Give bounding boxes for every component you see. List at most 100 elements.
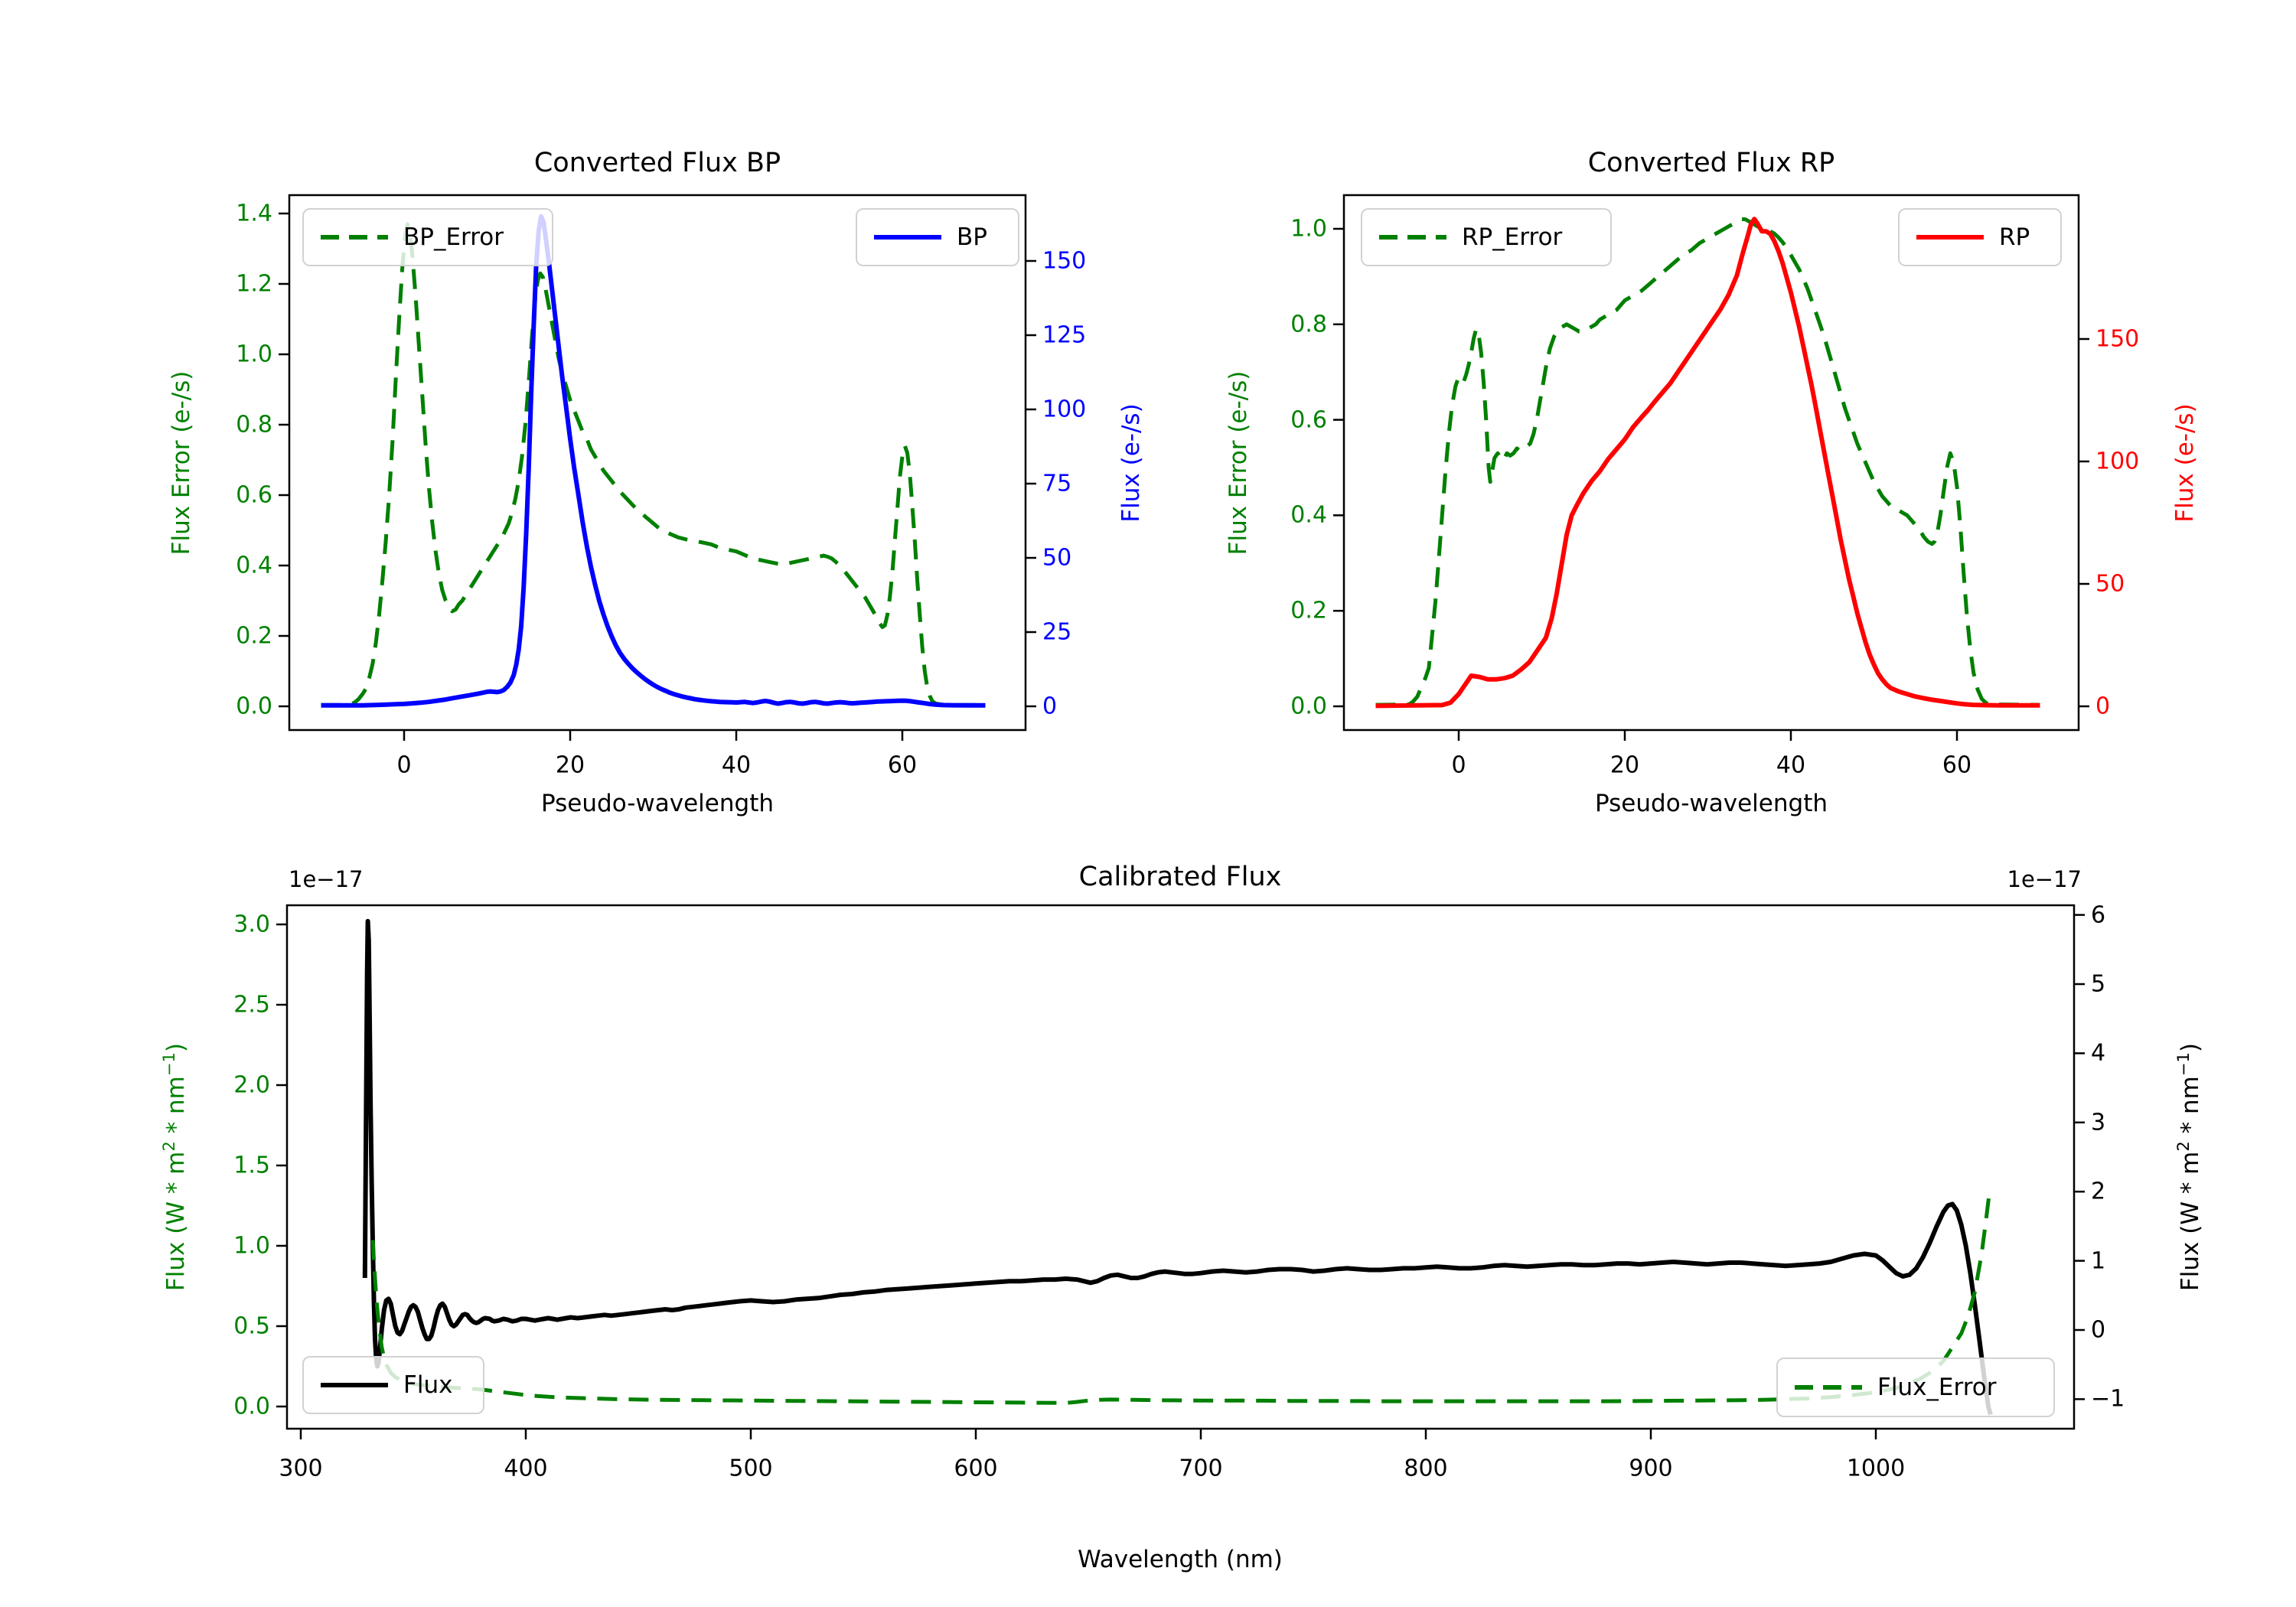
bp-line	[321, 214, 986, 708]
rp-ytick-left-label: 0.2	[1290, 597, 1327, 624]
cal-legend-flux_error: Flux_Error	[1776, 1358, 2055, 1417]
bp-ytick-right-label: 0	[1042, 693, 1058, 720]
cal-ylabel-right: Flux (W * m2 * nm−1)	[2174, 1042, 2204, 1292]
cal-ylabel-left-part: * nm	[161, 1076, 190, 1142]
cal-ytick-right-label: 1	[2091, 1247, 2106, 1275]
cal-title: Calibrated Flux	[1078, 861, 1282, 892]
cal-ytick-right-label: 2	[2091, 1178, 2106, 1205]
cal-xtick-label: 300	[279, 1455, 323, 1482]
rp-legend-rp_error: RP_Error	[1361, 208, 1612, 266]
rp-axes-spines	[1342, 194, 2080, 732]
cal-xtick-label: 900	[1629, 1455, 1673, 1482]
rp_error-line	[1375, 217, 2040, 707]
rp-ytick-left-label: 0.8	[1290, 311, 1327, 338]
rp-title: Converted Flux RP	[1587, 147, 1835, 178]
legend-sample-dashed-line	[321, 235, 388, 240]
bp-axes-spines	[288, 194, 1027, 732]
bp-ytick-left-label: 1.4	[236, 200, 272, 227]
cal-axes-spines	[285, 904, 2076, 1430]
rp-xtick-label: 40	[1776, 751, 1806, 779]
bp-ytick-left-label: 0.6	[236, 481, 272, 509]
cal-ylabel-right-part: )	[2176, 1042, 2204, 1053]
bp-legend-bp: BP	[856, 208, 1019, 266]
legend-sample-solid-line	[874, 235, 941, 240]
cal-ylabel-right-part: −1	[2174, 1052, 2193, 1077]
legend-sample-solid-line	[1916, 235, 1984, 240]
rp-ytick-right-label: 50	[2095, 570, 2125, 598]
rp-xtick-label: 20	[1609, 751, 1640, 779]
rp-legend-rp: RP	[1898, 208, 2062, 266]
cal-ylabel-left-part: )	[161, 1042, 190, 1053]
cal-xtick-label: 800	[1404, 1455, 1448, 1482]
cal-ylabel-right-part: Flux (W * m	[2176, 1151, 2204, 1292]
cal-xtick-label: 700	[1179, 1455, 1223, 1482]
flux_error-line	[370, 1191, 1991, 1405]
bp-ytick-left-label: 1.0	[236, 341, 272, 368]
cal-xlabel: Wavelength (nm)	[1078, 1545, 1283, 1573]
cal-offset-left: 1e−17	[289, 866, 364, 893]
legend-sample-dashed-line	[1795, 1385, 1862, 1390]
cal-ytick-left-label: 1.5	[233, 1152, 270, 1179]
flux-line	[362, 918, 1993, 1416]
bp-xlabel: Pseudo-wavelength	[540, 789, 775, 817]
rp-ytick-left-label: 1.0	[1290, 215, 1327, 243]
bp-ytick-right-label: 125	[1042, 321, 1087, 349]
rp-line	[1375, 217, 2040, 709]
rp-ylabel-left: Flux Error (e-/s)	[1224, 370, 1252, 556]
bp-ytick-left-label: 0.4	[236, 552, 272, 579]
cal-ytick-left-label: 2.0	[233, 1071, 270, 1099]
bp-legend-bp_error: BP_Error	[302, 208, 553, 266]
legend-sample-solid-line	[321, 1383, 388, 1387]
rp-ytick-right-label: 150	[2095, 325, 2140, 353]
rp-ytick-left-label: 0.6	[1290, 406, 1327, 434]
bp-ytick-right-label: 100	[1042, 396, 1087, 423]
rp-ytick-left-label: 0.0	[1290, 693, 1327, 720]
cal-ytick-right-label: 0	[2091, 1316, 2106, 1344]
cal-ylabel-left-part: Flux (W * m	[161, 1151, 190, 1292]
bp-xtick-label: 60	[887, 751, 918, 779]
bp-ytick-left-label: 0.0	[236, 693, 272, 720]
bp-ytick-left-label: 0.2	[236, 622, 272, 650]
cal-ytick-right-label: 6	[2091, 901, 2106, 929]
legend-label: BP_Error	[403, 223, 504, 251]
legend-label: BP	[957, 223, 987, 251]
cal-ytick-right-label: 3	[2091, 1109, 2106, 1136]
cal-xtick-label: 1000	[1846, 1455, 1906, 1482]
cal-ytick-left-label: 1.0	[233, 1232, 270, 1260]
bp-title: Converted Flux BP	[533, 147, 781, 178]
cal-ytick-left-label: 2.5	[233, 991, 270, 1019]
bp-ylabel-left: Flux Error (e-/s)	[167, 370, 195, 556]
cal-ytick-right-label: −1	[2091, 1385, 2125, 1413]
legend-label: Flux	[403, 1371, 453, 1399]
legend-label: RP	[1999, 223, 2030, 251]
cal-ytick-left-label: 0.0	[233, 1393, 270, 1420]
bp-xtick-label: 40	[721, 751, 752, 779]
rp-ytick-right-label: 100	[2095, 448, 2140, 475]
cal-ylabel-left: Flux (W * m2 * nm−1)	[159, 1042, 190, 1292]
cal-ylabel-right-part: * nm	[2176, 1076, 2204, 1142]
rp-ytick-left-label: 0.4	[1290, 501, 1327, 529]
bp-ytick-right-label: 150	[1042, 247, 1087, 275]
rp-ylabel-right: Flux (e-/s)	[2170, 403, 2199, 523]
cal-ylabel-left-part: 2	[159, 1141, 179, 1152]
legend-sample-dashed-line	[1379, 235, 1446, 240]
cal-ytick-left-label: 3.0	[233, 911, 270, 938]
bp-xtick-label: 0	[396, 751, 412, 779]
bp_error-line	[321, 222, 986, 707]
cal-ylabel-left-part: −1	[159, 1052, 179, 1077]
cal-ytick-left-label: 0.5	[233, 1312, 270, 1340]
bp-ytick-left-label: 0.8	[236, 411, 272, 438]
cal-xtick-label: 400	[504, 1455, 548, 1482]
bp-ylabel-right: Flux (e-/s)	[1117, 403, 1145, 523]
bp-ytick-right-label: 75	[1042, 470, 1072, 497]
cal-ylabel-right-part: 2	[2174, 1141, 2193, 1152]
bp-ytick-right-label: 25	[1042, 618, 1072, 646]
bp-ytick-right-label: 50	[1042, 544, 1072, 572]
cal-xtick-label: 500	[729, 1455, 773, 1482]
legend-label: Flux_Error	[1877, 1374, 1997, 1401]
cal-ytick-right-label: 5	[2091, 970, 2106, 998]
bp-ytick-left-label: 1.2	[236, 270, 272, 298]
rp-xtick-label: 60	[1942, 751, 1972, 779]
